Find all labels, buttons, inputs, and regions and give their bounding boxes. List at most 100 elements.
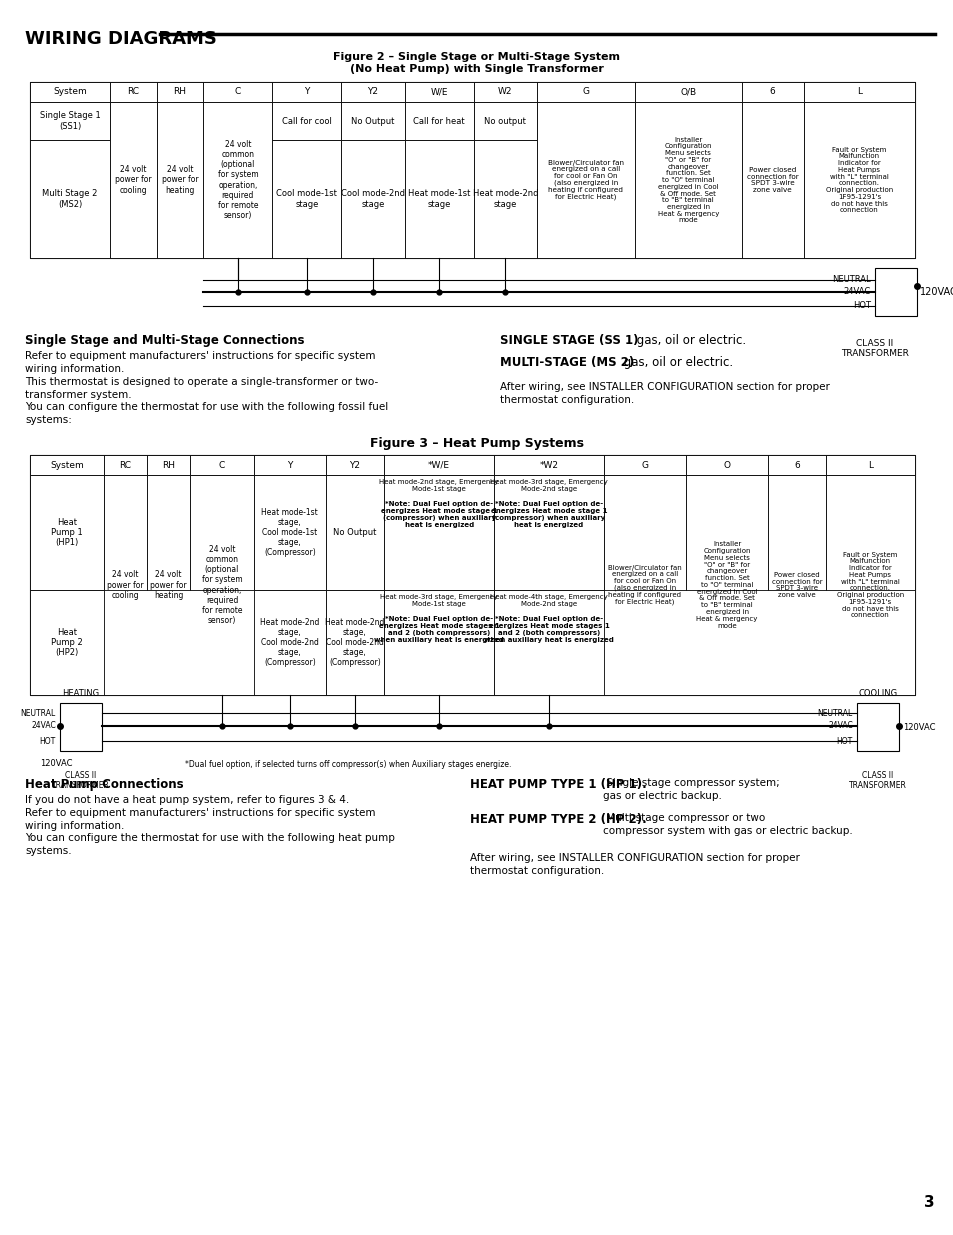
Bar [603,475,685,695]
Text: Multi-stage compressor or two
compressor system with gas or electric backup.: Multi-stage compressor or two compressor… [602,813,852,836]
Bar [537,103,634,258]
Text: RH: RH [162,461,175,469]
Text: 24 volt
common
(optional
for system
operation,
required
for remote
sensor): 24 volt common (optional for system oper… [201,546,242,625]
Text: *Note: Dual Fuel option de-
energizes Heat mode stages 1
and 2 (both compressors: *Note: Dual Fuel option de- energizes He… [374,616,503,643]
Bar [30,590,104,695]
Text: Y: Y [287,461,293,469]
Text: Installer
Configuration
Menu selects
"O" or "B" for
changeover
function. Set
to : Installer Configuration Menu selects "O"… [657,137,719,224]
Text: RH: RH [173,88,187,96]
Text: 120VAC: 120VAC [902,722,935,731]
Text: G: G [640,461,648,469]
Text: *W2: *W2 [539,461,558,469]
Bar [740,103,803,140]
Text: Power closed
connection for
SPDT 3-wire
zone valve: Power closed connection for SPDT 3-wire … [771,572,821,598]
Text: Y: Y [304,88,309,96]
Text: COOLING: COOLING [858,689,897,698]
Bar [740,82,803,103]
Text: Heat mode-2nd
stage: Heat mode-2nd stage [472,189,537,209]
Bar [803,103,914,258]
Text: 6: 6 [769,88,775,96]
Text: *W/E: *W/E [428,461,450,469]
Bar [30,82,110,103]
Bar [685,454,767,475]
Text: Fault or System
Malfunction
Indicator for
Heat Pumps
with "L" terminal
connectio: Fault or System Malfunction Indicator fo… [825,147,892,214]
Bar [473,103,537,140]
Text: Cool mode-1st
stage: Cool mode-1st stage [276,189,337,209]
Text: *Dual fuel option, if selected turns off compressor(s) when Auxiliary stages ene: *Dual fuel option, if selected turns off… [185,760,511,769]
Text: HEAT PUMP TYPE 2 (HP 2).: HEAT PUMP TYPE 2 (HP 2). [470,813,646,826]
Bar [856,703,898,751]
Text: Blower/Circulator fan
energized on a call
for cool or Fan On
(also energized in
: Blower/Circulator fan energized on a cal… [607,564,681,605]
Bar [60,703,102,751]
Bar [685,475,767,695]
Bar [740,103,803,258]
Text: HOT: HOT [836,736,852,746]
Text: You can configure the thermostat for use with the following fossil fuel
systems:: You can configure the thermostat for use… [25,403,388,425]
Text: MULTI-STAGE (MS 2): MULTI-STAGE (MS 2) [499,356,634,369]
Text: Power closed
connection for
SPDT 3-wire
zone valve: Power closed connection for SPDT 3-wire … [746,167,798,193]
Bar [494,590,603,695]
Text: 24 volt
power for
heating: 24 volt power for heating [151,571,187,599]
Bar [203,103,273,258]
Bar [767,454,824,475]
Bar [874,268,916,316]
Text: *Note: Dual Fuel option de-
energizes Heat mode stage 1
(compressor) when auxili: *Note: Dual Fuel option de- energizes He… [490,501,607,529]
Bar [190,475,253,695]
Bar [325,475,384,590]
Text: This thermostat is designed to operate a single-transformer or two-
transformer : This thermostat is designed to operate a… [25,377,377,400]
Bar [824,475,914,695]
Text: 24VAC: 24VAC [842,288,870,296]
Text: Blower/Circulator fan
energized on a call
for cool or Fan On
(also energized in
: Blower/Circulator fan energized on a cal… [547,159,623,200]
Text: HOT: HOT [40,736,56,746]
Text: Fault or System
Malfunction
Indicator for
Heat Pumps
with "L" terminal
connectio: Fault or System Malfunction Indicator fo… [836,552,903,619]
Text: NEUTRAL: NEUTRAL [817,709,852,718]
Text: Heat mode-2nd stage, Emergency
Mode-1st stage: Heat mode-2nd stage, Emergency Mode-1st … [379,479,498,492]
Bar [30,140,914,258]
Text: Cool mode-2nd
stage: Cool mode-2nd stage [340,189,405,209]
Bar [537,82,634,103]
Bar [803,82,914,103]
Text: W2: W2 [497,88,512,96]
Text: RC: RC [128,88,139,96]
Bar [203,103,273,140]
Text: Heat
Pump 1
(HP1): Heat Pump 1 (HP1) [51,517,83,547]
Text: NEUTRAL: NEUTRAL [21,709,56,718]
Text: Single Stage and Multi-Stage Connections: Single Stage and Multi-Stage Connections [25,333,304,347]
Bar [30,82,914,258]
Bar [156,103,203,258]
Bar [30,475,914,590]
Bar [473,140,537,258]
Text: No Output: No Output [333,529,376,537]
Bar [30,140,110,258]
Text: 24VAC: 24VAC [31,721,56,730]
Text: System: System [53,88,87,96]
Text: If you do not have a heat pump system, refer to figures 3 & 4.
Refer to equipmen: If you do not have a heat pump system, r… [25,795,375,831]
Text: Single stage compressor system;
gas or electric backup.: Single stage compressor system; gas or e… [602,778,779,800]
Bar [341,82,404,103]
Bar [634,103,740,258]
Text: Y2: Y2 [367,88,378,96]
Text: 120VAC: 120VAC [40,760,72,768]
Text: 24 volt
power for
cooling: 24 volt power for cooling [107,571,144,599]
Text: SINGLE STAGE (SS 1): SINGLE STAGE (SS 1) [499,333,638,347]
Bar [30,590,914,695]
Bar [537,103,634,140]
Bar [384,590,494,695]
Text: You can configure the thermostat for use with the following heat pump
systems.: You can configure the thermostat for use… [25,832,395,856]
Text: Heat Pump Connections: Heat Pump Connections [25,778,183,790]
Bar [110,82,156,103]
Text: 3: 3 [923,1195,934,1210]
Bar [156,103,203,140]
Text: CLASS II
TRANSFORMER: CLASS II TRANSFORMER [841,338,908,358]
Text: HEATING: HEATING [62,689,99,698]
Bar [384,475,494,590]
Text: L: L [867,461,872,469]
Text: Heat mode-1st
stage,
Cool mode-1st
stage,
(Compressor): Heat mode-1st stage, Cool mode-1st stage… [261,508,317,557]
Text: System: System [51,461,84,469]
Text: Heat mode-3rd stage, Emergency
Mode-1st stage: Heat mode-3rd stage, Emergency Mode-1st … [380,594,497,606]
Text: WIRING DIAGRAMS: WIRING DIAGRAMS [25,30,216,48]
Bar [253,475,325,590]
Bar [147,475,190,695]
Text: Heat mode-2nd
stage,
Cool mode-2nd
stage,
(Compressor): Heat mode-2nd stage, Cool mode-2nd stage… [325,618,384,667]
Text: NEUTRAL: NEUTRAL [832,275,870,284]
